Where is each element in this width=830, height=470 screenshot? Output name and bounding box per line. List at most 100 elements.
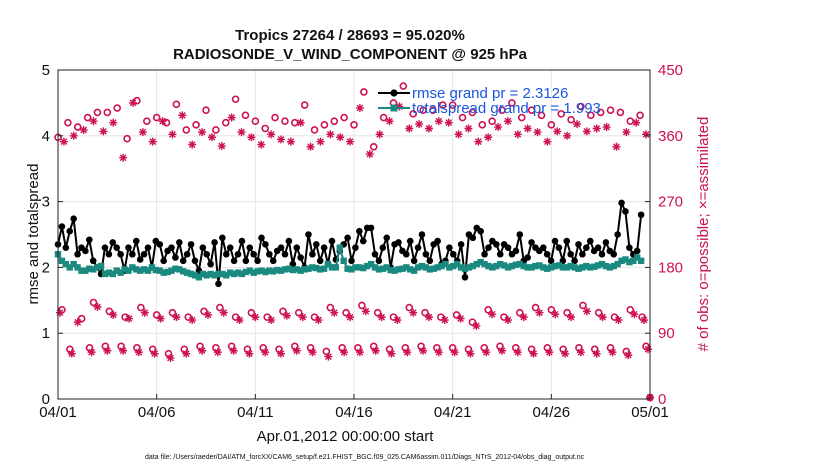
totalspread-point — [144, 267, 152, 274]
obs-possible-marker — [515, 308, 524, 317]
totalspread-point — [426, 266, 433, 273]
rmse-point — [312, 241, 320, 248]
totalspread-point — [430, 265, 437, 272]
totalspread-point — [172, 265, 179, 272]
rmse-point — [89, 257, 97, 265]
obs-possible-marker — [350, 121, 358, 129]
obs-possible-marker — [517, 113, 526, 122]
obs-possible-marker — [537, 111, 546, 120]
rmse-point — [461, 273, 469, 281]
totalspread-point — [571, 264, 578, 271]
obs-assimilated-marker — [296, 118, 305, 127]
y-right-tick-label: 0 — [658, 391, 666, 408]
obs-assimilated-marker — [148, 137, 157, 146]
totalspread-point — [250, 269, 257, 276]
obs-assimilated-marker — [207, 133, 216, 142]
obs-assimilated-marker — [286, 137, 295, 146]
obs-assimilated-marker — [308, 348, 317, 357]
obs-possible-marker — [438, 101, 447, 109]
totalspread-point — [223, 272, 230, 279]
rmse-point — [156, 241, 164, 248]
rmse-point — [58, 223, 66, 230]
rmse-point — [199, 244, 207, 251]
obs-assimilated-marker — [73, 318, 82, 327]
totalspread-point — [285, 265, 293, 272]
obs-assimilated-marker — [454, 130, 463, 139]
y-tick-label: 0 — [42, 391, 50, 408]
obs-assimilated-marker — [69, 131, 78, 140]
obs-possible-marker — [279, 307, 287, 316]
totalspread-point — [450, 262, 457, 270]
y-axis-label: rmse and totalspread — [25, 164, 42, 305]
y-right-tick-label: 360 — [658, 128, 683, 145]
obs-assimilated-marker — [89, 117, 98, 126]
totalspread-point — [262, 268, 269, 276]
totalspread-point — [211, 272, 218, 279]
obs-assimilated-marker — [529, 349, 538, 358]
obs-assimilated-marker — [434, 348, 443, 357]
totalspread-point — [602, 262, 610, 270]
totalspread-point — [485, 262, 492, 270]
totalspread-point — [414, 264, 422, 271]
totalspread-point — [133, 266, 140, 273]
rmse-point — [446, 244, 453, 251]
obs-assimilated-marker — [156, 314, 165, 323]
rmse-point — [113, 244, 121, 251]
obs-possible-marker — [458, 113, 467, 122]
legend-rmse-marker — [390, 89, 398, 97]
obs-possible-marker — [251, 117, 260, 125]
rmse-point — [367, 224, 375, 232]
obs-assimilated-marker — [298, 313, 307, 322]
obs-possible-marker — [137, 303, 145, 312]
obs-assimilated-marker — [464, 124, 473, 133]
totalspread-point — [516, 260, 523, 268]
obs-possible-marker — [594, 308, 603, 317]
totalspread-point — [618, 257, 625, 265]
totalspread-point — [168, 267, 175, 274]
totalspread-point — [630, 257, 637, 265]
obs-possible-marker — [89, 298, 98, 307]
totalspread-point — [254, 268, 261, 275]
obs-possible-marker — [103, 108, 112, 117]
obs-assimilated-marker — [257, 140, 266, 149]
obs-assimilated-marker — [168, 130, 177, 139]
obs-possible-marker — [577, 102, 585, 111]
rmse-point — [187, 241, 195, 248]
rmse-point — [637, 211, 645, 219]
x-tick-label: 04/01 — [39, 404, 77, 421]
totalspread-point — [317, 266, 324, 273]
rmse-point — [246, 244, 254, 251]
obs-assimilated-marker — [622, 128, 631, 137]
obs-assimilated-marker — [409, 308, 418, 317]
obs-possible-marker — [468, 108, 477, 117]
totalspread-point — [547, 264, 555, 271]
obs-assimilated-marker — [292, 346, 301, 355]
totalspread-point — [195, 274, 203, 281]
totalspread-point — [473, 260, 480, 268]
totalspread-point — [497, 260, 504, 268]
obs-assimilated-marker — [235, 316, 244, 325]
rmse-point — [371, 250, 379, 258]
totalspread-point — [418, 262, 426, 270]
obs-possible-marker — [626, 117, 635, 125]
rmse-point — [62, 244, 70, 251]
obs-possible-marker — [508, 99, 516, 107]
rmse-point — [594, 244, 602, 251]
totalspread-point — [512, 261, 520, 268]
obs-possible-marker — [113, 104, 121, 112]
obs-assimilated-marker — [545, 348, 554, 357]
obs-possible-marker — [133, 96, 141, 105]
rmse-point — [485, 244, 492, 251]
obs-possible-marker — [547, 306, 556, 314]
obs-possible-marker — [567, 115, 575, 124]
obs-possible-marker — [247, 308, 256, 317]
rmse-point — [250, 250, 257, 258]
obs-assimilated-marker — [624, 351, 633, 360]
obs-assimilated-marker — [227, 113, 236, 122]
totalspread-point — [567, 262, 574, 270]
totalspread-point — [183, 269, 191, 276]
rmse-point — [496, 250, 504, 258]
obs-assimilated-marker — [316, 137, 325, 146]
obs-possible-marker — [448, 101, 457, 109]
obs-assimilated-marker — [134, 348, 143, 357]
